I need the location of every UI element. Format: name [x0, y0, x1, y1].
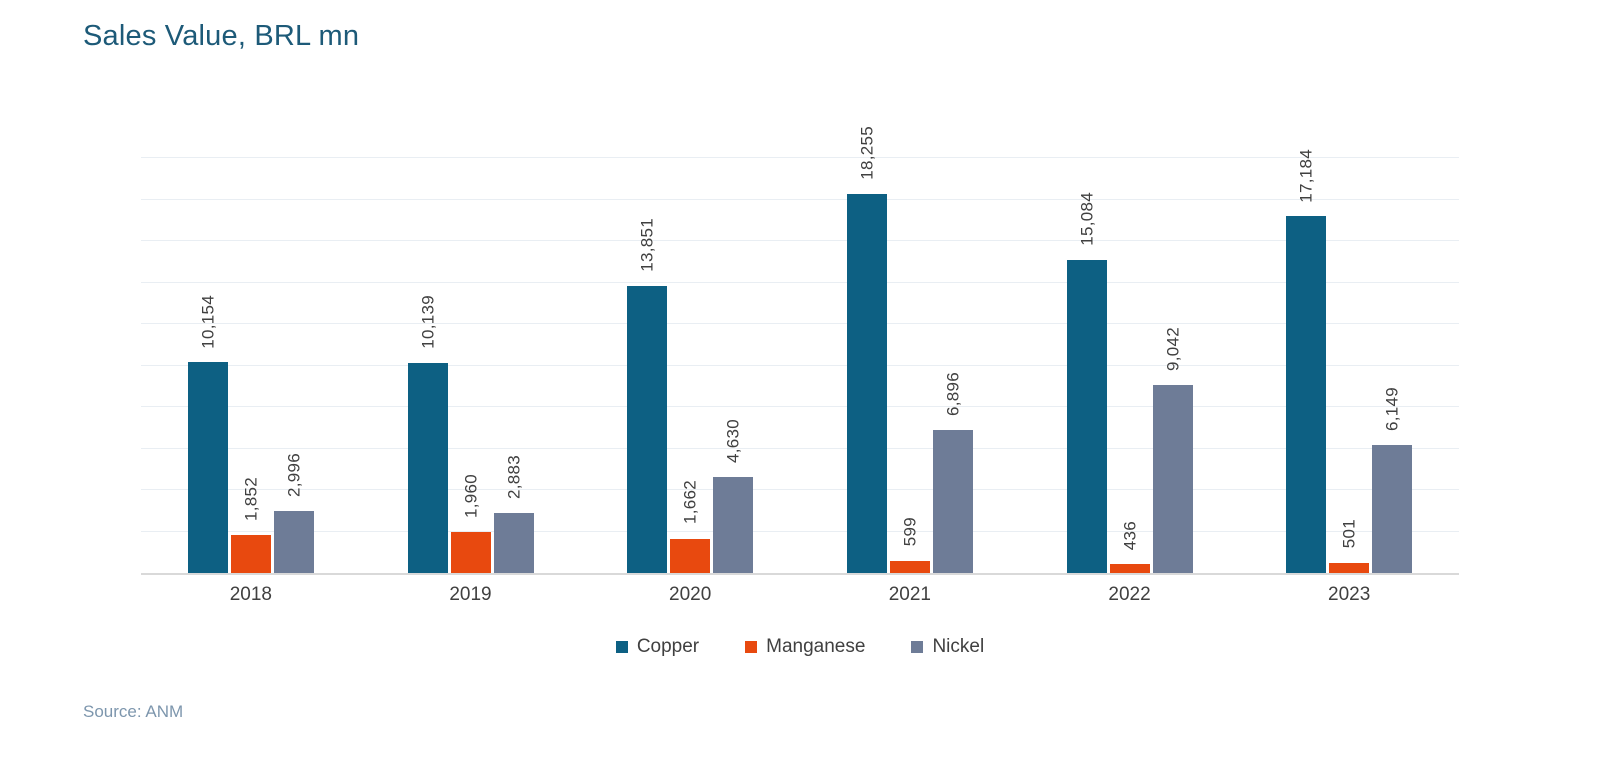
bar-value-label: 10,154	[198, 294, 218, 349]
x-axis-label-2019: 2019	[449, 584, 492, 605]
bar-value-label: 1,960	[461, 474, 480, 519]
gridline	[141, 406, 1459, 407]
gridline	[141, 323, 1459, 324]
bar-group-2023: 17,184 501 6,149	[1239, 149, 1459, 573]
bar-nickel-2018: 2,996	[273, 453, 314, 573]
gridline	[141, 198, 1459, 200]
source-note: Source: ANM	[83, 702, 184, 721]
x-axis-labels: 2018 2019 2020 2021 2022 2023	[141, 584, 1459, 606]
bar-value-label: 17,184	[1296, 148, 1316, 203]
bar-manganese-2019: 1,960	[450, 474, 491, 573]
bar-manganese-2023: 501	[1329, 519, 1370, 573]
gridline	[141, 157, 1459, 158]
bar-value-label: 501	[1339, 519, 1359, 549]
bar-groups: 10,154 1,852 2,996 10,139 1,960 2,883 13,851 1,…	[141, 126, 1459, 573]
bar-value-label: 1,662	[680, 480, 700, 525]
bar-group-2018: 10,154 1,852 2,996	[141, 158, 361, 573]
x-axis-label-2022: 2022	[1108, 584, 1151, 605]
bar-nickel-2019: 2,883	[493, 455, 534, 573]
bar-value-label: 10,139	[418, 294, 437, 349]
bar-value-label: 2,883	[504, 455, 523, 500]
bar-value-label: 436	[1120, 520, 1140, 550]
gridline	[141, 240, 1459, 241]
bar-value-label: 599	[900, 517, 920, 547]
x-axis-line	[141, 573, 1459, 575]
gridline	[141, 281, 1459, 283]
bar-nickel-2020: 4,630	[713, 419, 754, 573]
legend-item-nickel: Nickel	[911, 636, 984, 658]
gridline	[141, 447, 1459, 449]
bar-value-label: 6,149	[1382, 387, 1402, 432]
bar-value-label: 13,851	[637, 217, 657, 272]
gridline	[141, 530, 1459, 532]
bar-value-label: 6,896	[943, 371, 963, 416]
bar-value-label: 18,255	[857, 126, 877, 181]
x-axis-label-2020: 2020	[669, 584, 712, 605]
bar-copper-2020: 13,851	[627, 218, 668, 573]
gridline	[141, 364, 1459, 366]
x-axis-label-2018: 2018	[229, 584, 272, 605]
bar-manganese-2018: 1,852	[230, 477, 271, 573]
bar-group-2020: 13,851 1,662 4,630	[580, 158, 800, 573]
bar-nickel-2022: 9,042	[1152, 327, 1193, 573]
bar-copper-2019: 10,139	[407, 295, 448, 573]
bar-manganese-2021: 599	[889, 517, 930, 573]
bar-value-label: 2,996	[284, 452, 304, 497]
bar-copper-2018: 10,154	[187, 295, 228, 573]
bar-nickel-2023: 6,149	[1372, 387, 1413, 573]
bar-value-label: 1,852	[241, 476, 261, 521]
bar-group-2021: 18,255 599 6,896	[800, 126, 1020, 573]
legend-label: Copper	[636, 636, 700, 657]
legend-item-manganese: Manganese	[745, 636, 865, 658]
bar-nickel-2021: 6,896	[932, 372, 973, 573]
bar-value-label: 15,084	[1077, 192, 1097, 247]
legend-label: Nickel	[932, 636, 985, 657]
bar-copper-2022: 15,084	[1066, 192, 1107, 573]
bar-copper-2023: 17,184	[1286, 149, 1327, 573]
legend-label: Manganese	[766, 636, 866, 657]
gridline	[141, 489, 1459, 490]
bar-value-label: 9,042	[1163, 327, 1183, 372]
bar-group-2022: 15,084 436 9,042	[1020, 158, 1240, 573]
x-axis-label-2023: 2023	[1328, 584, 1371, 605]
legend: Copper Manganese Nickel	[141, 636, 1459, 658]
legend-swatch-icon	[911, 641, 924, 653]
bar-group-2019: 10,139 1,960 2,883	[361, 158, 581, 573]
legend-swatch-icon	[745, 641, 758, 653]
bar-manganese-2022: 436	[1109, 521, 1150, 573]
bar-manganese-2020: 1,662	[670, 480, 711, 573]
legend-swatch-icon	[615, 641, 628, 653]
bar-copper-2021: 18,255	[846, 126, 887, 573]
chart-title: Sales Value, BRL mn	[83, 20, 360, 52]
bar-value-label: 4,630	[723, 418, 743, 463]
plot-area: 10,154 1,852 2,996 10,139 1,960 2,883 13,851 1,…	[141, 126, 1459, 575]
x-axis-label-2021: 2021	[888, 584, 931, 605]
legend-item-copper: Copper	[615, 636, 700, 658]
